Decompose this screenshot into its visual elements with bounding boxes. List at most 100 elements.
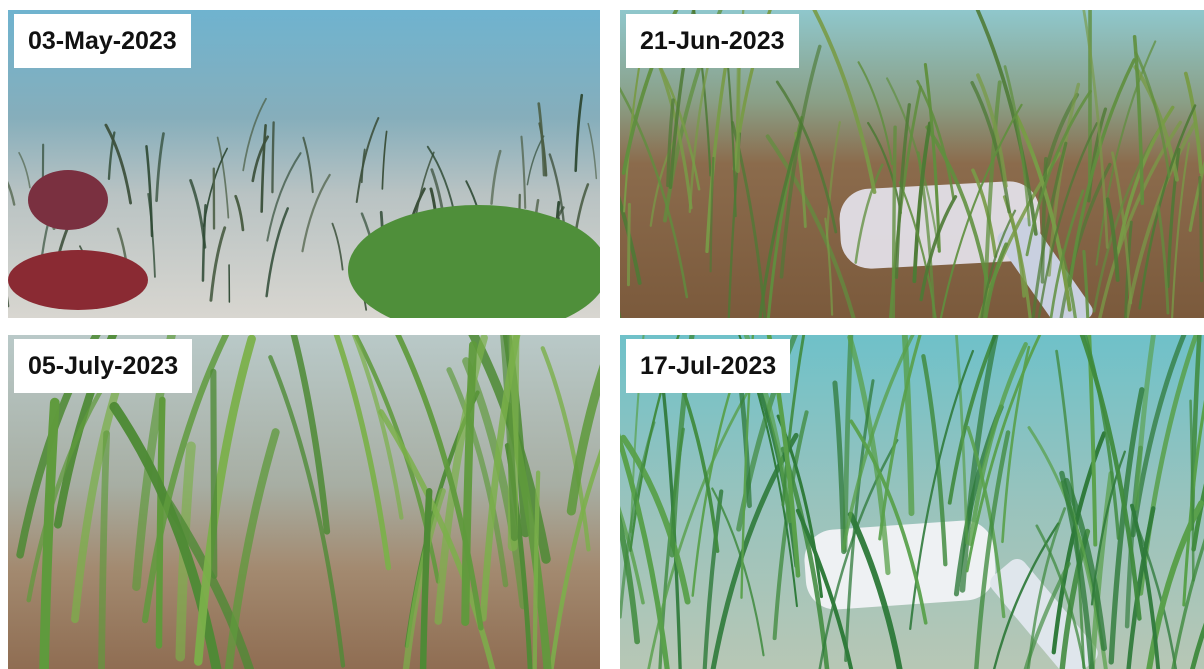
seagrass-blade	[132, 335, 176, 592]
seagrass-blade	[824, 217, 834, 316]
seagrass-blade	[1023, 561, 1071, 669]
seagrass-blade	[854, 163, 884, 264]
seagrass-blade	[1134, 51, 1171, 179]
seagrass-blade	[461, 341, 478, 626]
seagrass-blade	[688, 65, 709, 214]
seagrass-blade	[916, 79, 955, 201]
seagrass-blade	[271, 121, 275, 194]
seagrass-blade	[626, 202, 631, 287]
seagrass-blade	[921, 354, 948, 567]
seagrass-blade	[971, 168, 998, 258]
seagrass-blade	[925, 125, 990, 289]
seagrass-blade	[1198, 176, 1204, 283]
seagrass-blade	[629, 335, 680, 552]
photo	[620, 10, 1204, 318]
seagrass-blade	[923, 63, 941, 253]
seagrass-blade	[812, 10, 877, 194]
seagrass-blade	[982, 80, 1002, 318]
seagrass-blade	[966, 425, 1006, 619]
date-label: 03-May-2023	[14, 14, 191, 68]
seagrass-blade	[889, 85, 922, 318]
seagrass-blade	[209, 226, 227, 302]
seagrass-blade	[532, 470, 541, 669]
seagrass-blade	[1189, 399, 1195, 582]
seagrass-blade	[194, 335, 256, 666]
seagrass-blade	[947, 335, 998, 505]
seagrass-blade	[919, 195, 958, 302]
seagrass-blade	[39, 397, 60, 669]
seagrass-blade	[234, 194, 245, 232]
seagrass-blade	[1049, 189, 1085, 318]
seagrass-blade	[1003, 65, 1031, 227]
seagrass-blade	[1027, 507, 1067, 669]
seagrass-blade	[107, 131, 116, 181]
seagrass-blade	[216, 136, 230, 219]
seagrass-blade	[975, 10, 1038, 236]
seagrass-blade	[1063, 477, 1108, 652]
seagrass-blade	[968, 341, 1028, 546]
seagrass-blade	[1009, 213, 1026, 298]
seagrass-blade	[98, 430, 111, 669]
seagrass-blade	[520, 135, 527, 209]
seagrass-blade	[8, 180, 16, 206]
seagrass-blade	[844, 379, 875, 663]
seagrass-blade	[1191, 483, 1204, 552]
seagrass-blade	[1183, 71, 1203, 174]
seagrass-blade	[620, 433, 670, 669]
seagrass-blade	[210, 368, 218, 579]
seagrass-blade	[1138, 104, 1197, 310]
seagrass-blade	[825, 121, 841, 240]
seagrass-blade	[109, 401, 222, 669]
seagrass-blade	[891, 125, 897, 318]
seagrass-blade	[666, 98, 675, 188]
seagrass-blade	[242, 97, 267, 172]
seagrass-blade	[766, 335, 801, 578]
seagrass-blade	[1166, 148, 1181, 289]
seagrass-blade	[970, 80, 1011, 214]
seagrass-blade	[189, 179, 207, 249]
seagrass-blade	[1134, 520, 1178, 669]
seagrass-blade	[1068, 58, 1136, 287]
seagrass-blade	[160, 492, 255, 669]
seagrass-blade	[1133, 335, 1156, 511]
seagrass-blade	[620, 506, 645, 605]
seagrass-blade	[351, 335, 404, 520]
seagrass-blade	[702, 489, 724, 669]
red-algae	[8, 250, 148, 310]
seagrass-blade	[434, 335, 488, 625]
seagrass-blade	[909, 349, 975, 631]
seagrass-blade	[912, 121, 932, 284]
seagrass-blade	[268, 355, 346, 668]
seagrass-blade	[500, 335, 518, 542]
seagrass-blade	[381, 130, 388, 190]
seagrass-blade	[155, 132, 165, 203]
seagrass-blade	[1001, 345, 1031, 544]
seagrass-blade	[1190, 622, 1204, 669]
seagrass-blade	[395, 335, 484, 631]
seagrass-blade	[668, 10, 696, 189]
seagrass-blade	[965, 335, 1042, 573]
seagrass-blade	[1171, 142, 1191, 318]
seagrass-blade	[709, 156, 715, 273]
seagrass-blade	[976, 73, 1008, 188]
seagrass-blade	[145, 145, 154, 238]
seagrass-blade	[669, 335, 695, 558]
seagrass-blade	[1037, 122, 1099, 318]
seagrass-blade	[1059, 470, 1095, 669]
seagrass-blade	[260, 124, 267, 213]
photo	[8, 10, 600, 318]
seagrass-blade	[1156, 205, 1170, 315]
seagrass-blade	[849, 419, 928, 625]
seagrass-blade	[1082, 10, 1109, 249]
seagrass-blade	[974, 430, 1011, 669]
seagrass-blade	[1089, 470, 1114, 669]
seagrass-blade	[537, 102, 546, 177]
red-algae	[28, 170, 108, 230]
seagrass-blade	[251, 135, 270, 183]
photo	[620, 335, 1204, 669]
photo-panel: 03-May-2023	[8, 10, 600, 318]
seagrass-blade	[1079, 335, 1142, 621]
seagrass-blade	[841, 335, 915, 551]
seagrass-blade	[360, 148, 366, 184]
seagrass-blade	[548, 153, 566, 229]
